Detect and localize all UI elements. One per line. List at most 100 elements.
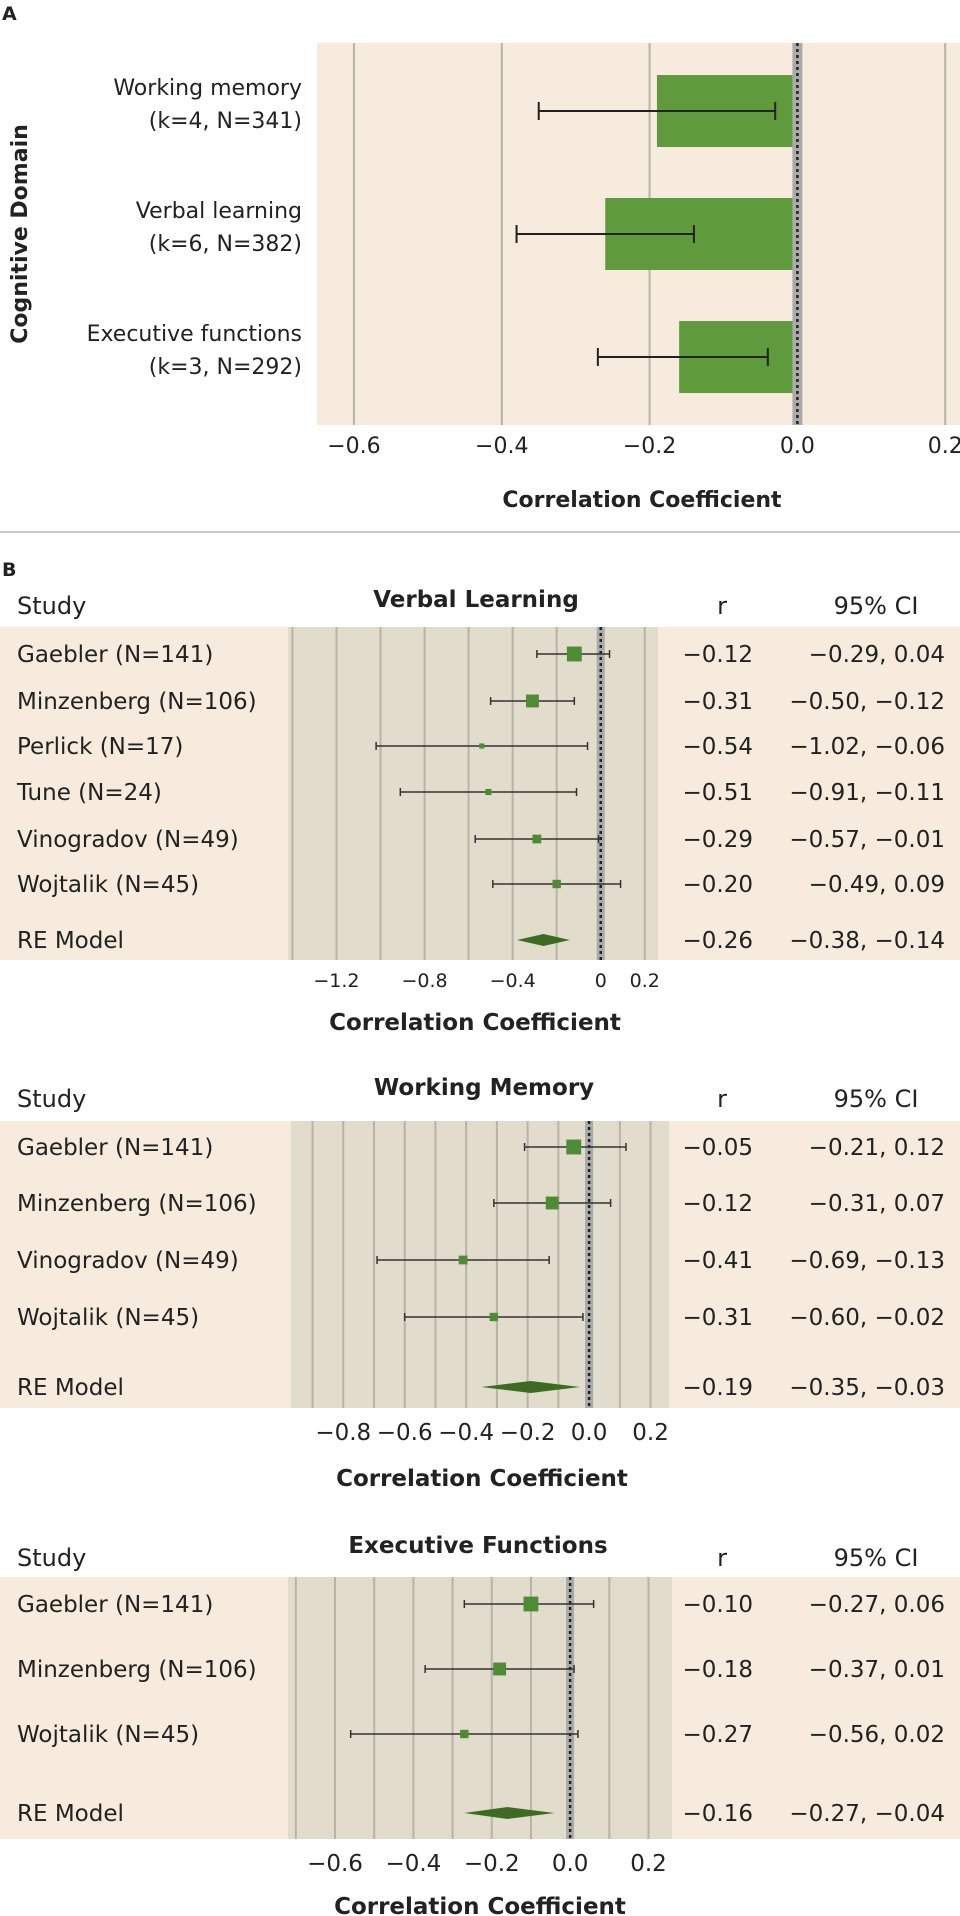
- x-tick-label: −0.4: [438, 1420, 494, 1446]
- x-axis-title: Correlation Coefficient: [502, 488, 782, 513]
- x-tick-label: −0.6: [307, 1851, 363, 1877]
- forest-title: Executive Functions: [348, 1533, 607, 1559]
- study-marker: [566, 1139, 582, 1155]
- re-model-label: RE Model: [17, 1375, 124, 1401]
- study-ci-value: −0.37, 0.01: [809, 1657, 945, 1683]
- study-marker: [489, 1312, 499, 1322]
- study-r-value: −0.31: [683, 689, 753, 715]
- re-model-diamond: [517, 934, 570, 946]
- study-ci-value: −0.57, −0.01: [789, 827, 945, 853]
- x-tick-label: 0.2: [928, 434, 960, 459]
- study-marker: [566, 646, 582, 662]
- study-marker: [485, 788, 492, 796]
- x-tick-label: 0.2: [632, 1420, 669, 1446]
- study-r-value: −0.20: [683, 872, 753, 898]
- re-model-ci-value: −0.27, −0.04: [789, 1801, 945, 1827]
- study-ci-value: −0.50, −0.12: [789, 689, 945, 715]
- column-header-ci: 95% CI: [834, 1085, 919, 1113]
- study-r-value: −0.12: [683, 1191, 753, 1217]
- x-tick-label: 0.2: [630, 1851, 667, 1877]
- study-label: Vinogradov (N=49): [17, 1248, 239, 1274]
- study-r-value: −0.05: [683, 1135, 753, 1161]
- study-r-value: −0.18: [683, 1657, 753, 1683]
- study-label: Wojtalik (N=45): [17, 1722, 199, 1748]
- study-marker: [545, 1196, 559, 1210]
- study-label: Tune (N=24): [16, 780, 162, 806]
- re-model-r-value: −0.26: [683, 928, 753, 954]
- column-header-ci: 95% CI: [834, 592, 919, 620]
- re-model-diamond: [481, 1381, 580, 1393]
- forest-title: Working Memory: [374, 1075, 594, 1101]
- re-model-label: RE Model: [17, 1801, 124, 1827]
- study-label: Gaebler (N=141): [17, 1592, 213, 1618]
- study-r-value: −0.29: [683, 827, 753, 853]
- re-model-diamond: [464, 1807, 555, 1819]
- x-tick-label: 0: [595, 970, 607, 992]
- x-tick-label: −0.2: [464, 1851, 520, 1877]
- study-ci-value: −0.56, 0.02: [809, 1722, 945, 1748]
- x-tick-label: 0.0: [780, 434, 815, 459]
- column-header-r: r: [717, 1085, 727, 1113]
- x-axis-title: Correlation Coefficient: [336, 1466, 628, 1492]
- x-tick-label: −0.4: [475, 434, 528, 459]
- re-model-ci-value: −0.38, −0.14: [789, 928, 945, 954]
- study-r-value: −0.54: [683, 734, 753, 760]
- column-header-r: r: [717, 1544, 727, 1572]
- study-label: Gaebler (N=141): [17, 642, 213, 668]
- study-label: Perlick (N=17): [17, 734, 183, 760]
- study-marker: [479, 743, 485, 749]
- x-tick-label: −0.4: [385, 1851, 441, 1877]
- study-marker: [458, 1255, 468, 1265]
- study-label: Vinogradov (N=49): [17, 827, 239, 853]
- plot-area: [288, 627, 658, 960]
- study-r-value: −0.41: [683, 1248, 753, 1274]
- study-marker: [552, 879, 561, 889]
- plot-area: [291, 1121, 669, 1408]
- category-label: Working memory: [113, 76, 302, 101]
- plot-area: [288, 1577, 672, 1839]
- panel-a: A −0.6 −0.4 −0.2 0.0 0.2 Working memory (k=4, N…: [2, 3, 960, 513]
- study-ci-value: −0.49, 0.09: [809, 872, 945, 898]
- x-axis-title: Correlation Coefficient: [329, 1010, 621, 1036]
- x-axis-title: Correlation Coefficient: [334, 1894, 626, 1916]
- category-label: (k=4, N=341): [149, 109, 302, 134]
- forest-plot-1: Study Verbal Learning r 95% CI Gaebler (N=14…: [0, 587, 960, 1036]
- x-tick-label: −0.2: [500, 1420, 556, 1446]
- x-tick-label: −1.2: [313, 970, 359, 992]
- x-tick-label: −0.6: [327, 434, 380, 459]
- re-model-r-value: −0.19: [683, 1375, 753, 1401]
- column-header-r: r: [717, 592, 727, 620]
- study-label: Wojtalik (N=45): [17, 872, 199, 898]
- study-label: Minzenberg (N=106): [17, 689, 257, 715]
- column-header-ci: 95% CI: [834, 1544, 919, 1572]
- study-ci-value: −0.91, −0.11: [789, 780, 945, 806]
- forest-plot-2: Study Working Memory r 95% CI Gaebler (N=141…: [0, 1075, 960, 1492]
- study-ci-value: −1.02, −0.06: [789, 734, 945, 760]
- study-marker: [523, 1596, 539, 1612]
- category-label: (k=3, N=292): [149, 355, 302, 380]
- study-ci-value: −0.31, 0.07: [809, 1191, 945, 1217]
- study-ci-value: −0.21, 0.12: [809, 1135, 945, 1161]
- study-ci-value: −0.60, −0.02: [789, 1305, 945, 1331]
- category-label: (k=6, N=382): [149, 232, 302, 257]
- forest-plot-3: Study Executive Functions r 95% CI Gaebler (…: [0, 1533, 960, 1916]
- study-marker: [526, 694, 539, 708]
- study-marker: [460, 1729, 469, 1739]
- study-label: Gaebler (N=141): [17, 1135, 213, 1161]
- study-ci-value: −0.29, 0.04: [809, 642, 945, 668]
- study-label: Minzenberg (N=106): [17, 1657, 257, 1683]
- x-tick-label: 0.2: [630, 970, 660, 992]
- column-header-study: Study: [17, 1544, 86, 1572]
- study-r-value: −0.27: [683, 1722, 753, 1748]
- re-model-r-value: −0.16: [683, 1801, 753, 1827]
- study-r-value: −0.51: [683, 780, 753, 806]
- x-tick-label: −0.4: [490, 970, 536, 992]
- forest-title: Verbal Learning: [373, 587, 579, 613]
- category-label: Verbal learning: [136, 199, 302, 224]
- y-axis-title: Cognitive Domain: [8, 124, 33, 344]
- panel-letter-b: B: [2, 559, 16, 581]
- panel-letter-a: A: [2, 3, 17, 25]
- x-tick-label: −0.8: [401, 970, 447, 992]
- study-r-value: −0.31: [683, 1305, 753, 1331]
